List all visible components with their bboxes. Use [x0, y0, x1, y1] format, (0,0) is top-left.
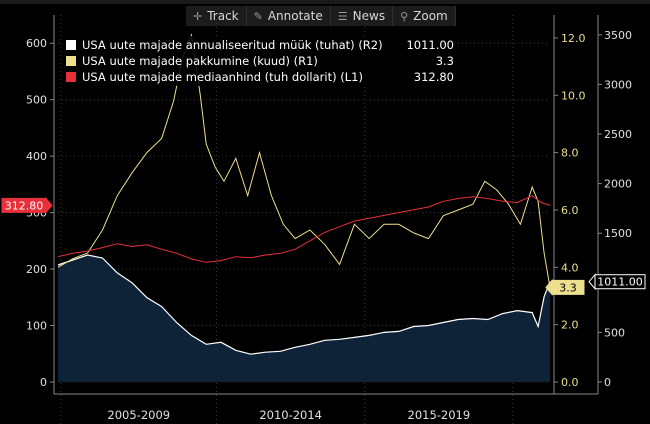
legend-series-name: USA uute majade mediaanhind (tuh dollari…: [82, 70, 363, 84]
series-lines: [57, 33, 551, 355]
price-series-line: [57, 195, 551, 263]
legend-sales[interactable]: USA uute majade annualiseeritud müük (tu…: [62, 37, 458, 53]
r2-axis-tick-label: 3000: [604, 78, 632, 91]
annotate-label: Annotate: [267, 9, 323, 23]
track-button[interactable]: ✛ Track: [186, 6, 247, 26]
value-tag-pointer: [588, 273, 596, 291]
pencil-icon: ✎: [253, 9, 263, 23]
legend-series-value: 3.3: [435, 54, 454, 68]
x-period-label: 2010-2014: [259, 408, 322, 422]
news-icon: ☰: [337, 9, 348, 23]
value-tag-label: 312.80: [5, 199, 44, 212]
magnifier-icon: ⚲: [400, 9, 409, 23]
r1-axis-tick-label: 10.0: [561, 89, 586, 102]
series-area: [58, 255, 550, 382]
zoom-button[interactable]: ⚲ Zoom: [393, 6, 456, 26]
legend-series-name: USA uute majade pakkumine (kuud) (R1): [82, 54, 318, 68]
supply-series-line: [57, 33, 551, 288]
r1-axis-tick-label: 6.0: [561, 204, 579, 217]
legend-series-name: USA uute majade annualiseeritud müük (tu…: [82, 38, 383, 52]
crosshair-icon: ✛: [193, 9, 203, 23]
top-strip: [0, 0, 650, 4]
legend-supply[interactable]: USA uute majade pakkumine (kuud) (R1) 3.3: [62, 53, 458, 69]
news-button[interactable]: ☰ News: [331, 6, 394, 26]
legend: USA uute majade annualiseeritud müük (tu…: [62, 36, 458, 86]
r1-axis-tick-label: 2.0: [561, 319, 579, 332]
axes: 01002003004005006000.02.04.06.08.010.012…: [26, 15, 632, 422]
left-axis-tick-label: 0: [40, 376, 47, 389]
sales-series-line: [57, 254, 551, 355]
value-tag-label: 1011.00: [597, 276, 643, 289]
value-tag-l1: 312.80: [1, 197, 53, 214]
left-axis-tick-label: 500: [26, 94, 47, 107]
zoom-label: Zoom: [413, 9, 448, 23]
last-value-tags: 312.80 3.3 1011.00: [1, 197, 646, 296]
sales-area: [58, 255, 550, 382]
value-tag-r1: 3.3: [545, 279, 585, 296]
r1-axis-tick-label: 4.0: [561, 261, 579, 274]
r2-axis-tick-label: 3500: [604, 29, 632, 42]
value-tag-r2: 1011.00: [588, 273, 646, 291]
r1-axis-tick-label: 8.0: [561, 147, 579, 160]
legend-series-value: 312.80: [413, 70, 454, 84]
news-label: News: [352, 9, 386, 23]
left-axis-tick-label: 400: [26, 150, 47, 163]
left-axis-tick-label: 100: [26, 320, 47, 333]
legend-price[interactable]: USA uute majade mediaanhind (tuh dollari…: [62, 69, 458, 85]
x-period-label: 2015-2019: [408, 408, 471, 422]
r2-axis-tick-label: 500: [604, 326, 625, 339]
legend-series-value: 1011.00: [406, 38, 454, 52]
x-period-label: 2005-2009: [107, 408, 170, 422]
chart-toolbar: ✛ Track ✎ Annotate ☰ News ⚲ Zoom: [186, 6, 456, 26]
legend-swatch: [66, 72, 76, 82]
legend-swatch: [66, 40, 76, 50]
track-label: Track: [207, 9, 239, 23]
r2-axis-tick-label: 2000: [604, 178, 632, 191]
annotate-button[interactable]: ✎ Annotate: [247, 6, 331, 26]
r2-axis-tick-label: 2500: [604, 128, 632, 141]
left-axis-tick-label: 600: [26, 37, 47, 50]
left-axis-tick-label: 200: [26, 263, 47, 276]
value-tag-pointer: [45, 197, 53, 214]
legend-swatch: [66, 56, 76, 66]
r2-axis-tick-label: 1500: [604, 227, 632, 240]
r1-axis-tick-label: 12.0: [561, 32, 586, 45]
r2-axis-tick-label: 0: [604, 376, 611, 389]
value-tag-pointer: [545, 279, 553, 296]
r1-axis-tick-label: 0.0: [561, 376, 579, 389]
value-tag-label: 3.3: [559, 281, 577, 294]
